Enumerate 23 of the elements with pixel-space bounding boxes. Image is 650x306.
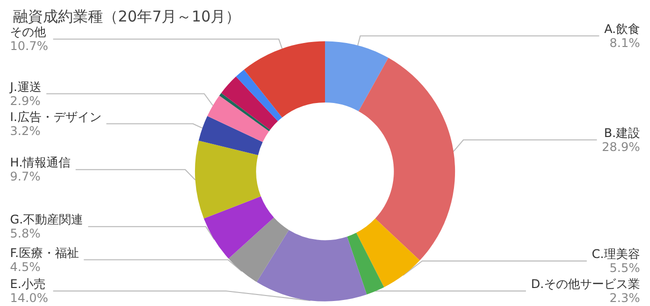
slice-label: I.広告・デザイン <box>10 110 102 124</box>
slice-label: F.医療・福祉 <box>10 246 79 260</box>
data-label: 28.9% <box>602 140 640 154</box>
data-label: 10.7% <box>10 39 48 54</box>
data-label: 4.5% <box>10 260 40 274</box>
slice-label: H.情報通信 <box>10 156 71 170</box>
data-label: 8.1% <box>610 36 640 50</box>
slice-label: その他 <box>10 25 46 40</box>
data-label: 5.8% <box>10 226 40 241</box>
slice-label: C.理美容 <box>592 247 640 261</box>
data-label: 2.3% <box>610 291 640 305</box>
slice-label: A.飲食 <box>604 22 640 36</box>
slice-label: J.運送 <box>9 80 42 94</box>
data-label: 9.7% <box>10 170 40 184</box>
slice-label: B.建設 <box>604 126 640 140</box>
slice-label: E.小売 <box>10 277 46 291</box>
chart-title: 融資成約業種（20年7月～10月） <box>13 8 241 26</box>
data-label: 14.0% <box>10 291 48 305</box>
data-label: 3.2% <box>10 124 40 138</box>
data-label: 5.5% <box>610 261 640 275</box>
slice-label: D.その他サービス業 <box>530 277 640 291</box>
slice-label: G.不動産関連 <box>10 212 84 227</box>
data-label: 2.9% <box>10 94 40 108</box>
